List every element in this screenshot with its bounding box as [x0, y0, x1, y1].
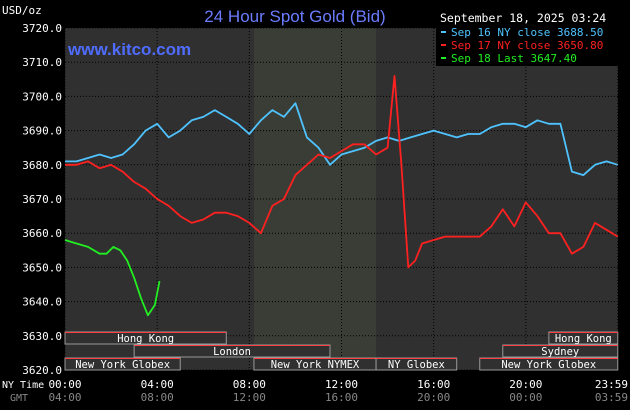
session-bars: Hong Kong London New York Globex New York N… [64, 331, 619, 371]
y-tick-label: 3620.0 [22, 364, 62, 377]
y-axis: 3720.0 3710.0 3700.0 3690.0 3680.0 3670.0 3660… [22, 22, 62, 377]
chart-title: 24 Hour Spot Gold (Bid) [204, 7, 385, 26]
series-line [64, 239, 161, 317]
x-tick-label-ny: 08:00 [233, 378, 266, 391]
series-line [65, 102, 619, 177]
series-line [65, 75, 619, 269]
y-tick-label: 3720.0 [22, 22, 62, 35]
session-label: New York NYMEX [271, 359, 360, 371]
session-bar: New York NYMEX [253, 357, 377, 371]
session-label: Hong Kong [555, 333, 612, 345]
session-label: NY Globex [388, 359, 445, 371]
y-tick-label: 3700.0 [22, 90, 62, 103]
session-bar: New York Globex [64, 357, 181, 371]
legend-swatch [441, 31, 446, 33]
x-tick-label-ny: 12:00 [325, 378, 358, 391]
y-tick-label: 3640.0 [22, 296, 62, 309]
gmt-label: GMT [10, 393, 28, 404]
x-tick-label-gmt: 16:00 [325, 391, 358, 404]
x-tick-label-gmt: 12:00 [233, 391, 266, 404]
ny-time-label: NY Time [2, 380, 44, 391]
x-tick-label-gmt: 08:00 [141, 391, 174, 404]
kitco-watermark: www.kitco.com [67, 40, 191, 59]
session-label: Sydney [541, 346, 579, 358]
x-tick-label-gmt: 00:00 [509, 391, 542, 404]
y-tick-label: 3710.0 [22, 56, 62, 69]
y-tick-label: 3690.0 [22, 125, 62, 138]
session-bar: New York Globex [479, 357, 619, 371]
session-bar: Hong Kong [64, 331, 227, 345]
y-tick-label: 3680.0 [22, 159, 62, 172]
x-tick-label-ny: 04:00 [141, 378, 174, 391]
x-tick-label-gmt: 03:59 [595, 391, 628, 404]
session-label: Hong Kong [117, 333, 174, 345]
session-bar: Hong Kong [548, 331, 619, 345]
session-label: New York Globex [501, 359, 596, 371]
legend-background [436, 26, 618, 66]
x-axis: 00:00 04:00 08:00 12:00 16:00 20:00 23:5904:00… [48, 378, 628, 404]
session-bar: NY Globex [375, 357, 458, 371]
series-lines [64, 75, 619, 317]
legend-swatch [441, 57, 446, 59]
x-tick-label-ny: 00:00 [48, 378, 81, 391]
x-tick-label-gmt: 20:00 [417, 391, 450, 404]
x-tick-label-gmt: 04:00 [48, 391, 81, 404]
y-axis-unit: USD/oz [2, 4, 42, 17]
legend-swatch [441, 44, 446, 46]
y-tick-label: 3660.0 [22, 227, 62, 240]
legend-entry: Sep 16 NY close 3688.50 [451, 26, 603, 39]
legend-entry: Sep 18 Last 3647.40 [451, 52, 577, 65]
legend-entry: Sep 17 NY close 3650.80 [451, 39, 603, 52]
nymex-session-highlight [253, 28, 377, 370]
session-bar: London [133, 344, 331, 358]
x-tick-label-ny: 20:00 [509, 378, 542, 391]
session-label: London [213, 346, 251, 358]
y-tick-label: 3630.0 [22, 330, 62, 343]
x-tick-label-ny: 16:00 [417, 378, 450, 391]
timestamp: September 18, 2025 03:24 [440, 11, 606, 25]
y-tick-label: 3650.0 [22, 261, 62, 274]
x-tick-label-ny: 23:59 [595, 378, 628, 391]
session-label: New York Globex [75, 359, 170, 371]
y-tick-label: 3670.0 [22, 193, 62, 206]
session-bar: Sydney [502, 344, 619, 358]
